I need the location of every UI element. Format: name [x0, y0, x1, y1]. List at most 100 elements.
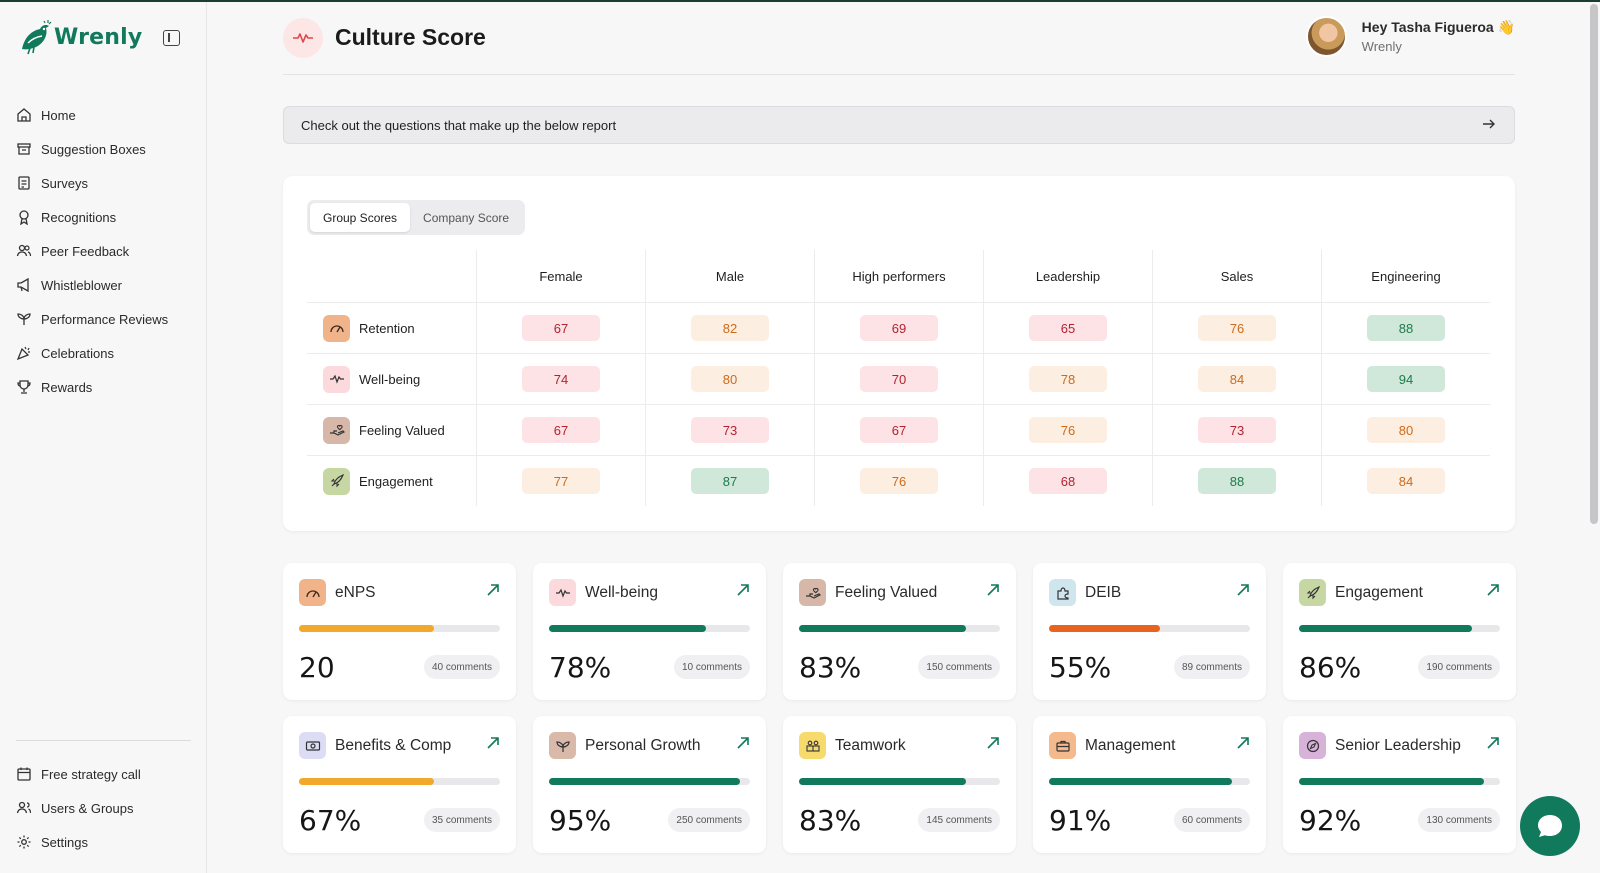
collapse-sidebar-icon[interactable] [163, 30, 180, 46]
sidebar-item-label: Recognitions [41, 209, 117, 225]
comments-badge[interactable]: 89 comments [1173, 655, 1250, 679]
score-pill: 76 [1198, 315, 1276, 341]
metric-tile-deib[interactable]: DEIB 55% 89 comments [1033, 563, 1266, 700]
sidebar-item-recognitions[interactable]: Recognitions [16, 200, 196, 234]
user-menu[interactable]: Hey Tasha Figueroa 👋 Wrenly [1305, 16, 1515, 57]
sidebar-item-peer-feedback[interactable]: Peer Feedback [16, 234, 196, 268]
avatar[interactable] [1305, 16, 1347, 57]
logo-text: Wrenly [54, 24, 143, 50]
sidebar-item-rewards[interactable]: Rewards [16, 370, 196, 404]
sidebar-item-label: Rewards [41, 379, 93, 395]
metric-tile-teamwork[interactable]: Teamwork 83% 145 comments [783, 716, 1016, 853]
score-pill: 68 [1029, 468, 1107, 494]
sprout-icon [549, 732, 576, 759]
metric-tile-enps[interactable]: eNPS 20 40 comments [283, 563, 516, 700]
table-row: Engagement 77 87 76 68 88 84 [307, 455, 1490, 506]
metric-label: Feeling Valued [359, 422, 445, 438]
clipboard-icon [18, 176, 30, 190]
metric-tile-engagement[interactable]: Engagement 86% 190 comments [1283, 563, 1516, 700]
sidebar-item-label: Whistleblower [41, 277, 122, 293]
sidebar-item-whistleblower[interactable]: Whistleblower [16, 268, 196, 302]
comments-badge[interactable]: 40 comments [423, 655, 500, 679]
questions-banner[interactable]: Check out the questions that make up the… [283, 106, 1515, 144]
sidebar-item-home[interactable]: Home [16, 98, 196, 132]
metric-tile-senior-leadership[interactable]: Senior Leadership 92% 130 comments [1283, 716, 1516, 853]
comments-badge[interactable]: 60 comments [1173, 808, 1250, 832]
score-tabs: Group Scores Company Score [307, 200, 526, 235]
metric-tile-benefits-comp[interactable]: Benefits & Comp 67% 35 comments [283, 716, 516, 853]
arrow-up-right-icon[interactable] [1486, 583, 1500, 597]
progress-bar-fill [1299, 625, 1472, 632]
metric-tile-personal-growth[interactable]: Personal Growth 95% 250 comments [533, 716, 766, 853]
column-header: High performers [814, 250, 983, 302]
comments-badge[interactable]: 145 comments [918, 808, 1000, 832]
sidebar-item-label: Performance Reviews [41, 311, 169, 327]
comments-badge[interactable]: 150 comments [918, 655, 1000, 679]
tile-value: 83% [799, 804, 862, 837]
arrow-up-right-icon[interactable] [486, 583, 500, 597]
progress-bar-fill [299, 625, 434, 632]
table-header-empty [307, 250, 476, 302]
arrow-up-right-icon[interactable] [986, 736, 1000, 750]
tab-company-score[interactable]: Company Score [423, 210, 510, 225]
arrow-up-right-icon[interactable] [1486, 736, 1500, 750]
arrow-up-right-icon[interactable] [736, 583, 750, 597]
sidebar-item-surveys[interactable]: Surveys [16, 166, 196, 200]
chat-button[interactable] [1520, 796, 1580, 856]
table-row: Feeling Valued 67 73 67 76 73 80 [307, 404, 1490, 455]
score-pill: 76 [860, 468, 938, 494]
metric-label: Engagement [359, 473, 433, 489]
gauge-icon [299, 579, 326, 606]
tile-title: Management [1085, 737, 1176, 754]
arrow-up-right-icon[interactable] [486, 736, 500, 750]
metric-tile-well-being[interactable]: Well-being 78% 10 comments [533, 563, 766, 700]
arrow-up-right-icon[interactable] [736, 736, 750, 750]
sidebar-item-performance-reviews[interactable]: Performance Reviews [16, 302, 196, 336]
tab-group-scores[interactable]: Group Scores [310, 203, 411, 232]
heartbeat-icon [283, 18, 323, 58]
score-pill: 77 [522, 468, 600, 494]
sidebar-item-suggestion-boxes[interactable]: Suggestion Boxes [16, 132, 196, 166]
progress-bar [1299, 625, 1500, 632]
metric-tile-feeling-valued[interactable]: Feeling Valued 83% 150 comments [783, 563, 1016, 700]
sidebar-item-celebrations[interactable]: Celebrations [16, 336, 196, 370]
gauge-icon [323, 314, 350, 342]
sidebar-item-users-groups[interactable]: Users & Groups [16, 791, 196, 825]
tile-value: 91% [1049, 804, 1112, 837]
sidebar-item-label: Surveys [41, 175, 88, 191]
table-row: Retention 67 82 69 65 76 88 [307, 302, 1490, 353]
arrow-up-right-icon[interactable] [986, 583, 1000, 597]
heartbeat-icon [549, 579, 576, 606]
comments-badge[interactable]: 35 comments [423, 808, 500, 832]
progress-bar [549, 778, 750, 785]
scrollbar[interactable] [1590, 4, 1598, 524]
table-row: Well-being 74 80 70 78 84 94 [307, 353, 1490, 404]
sidebar-divider [16, 740, 191, 741]
comments-badge[interactable]: 250 comments [668, 808, 750, 832]
tile-title: Feeling Valued [835, 584, 938, 601]
sidebar-item-settings[interactable]: Settings [16, 825, 196, 859]
comments-badge[interactable]: 190 comments [1418, 655, 1500, 679]
arrow-up-right-icon[interactable] [1236, 583, 1250, 597]
sidebar: Wrenly Home Suggestion Boxes Surveys Rec… [0, 2, 207, 873]
archive-icon [17, 143, 31, 155]
arrow-up-right-icon[interactable] [1236, 736, 1250, 750]
score-pill: 67 [522, 315, 600, 341]
logo[interactable]: Wrenly [18, 19, 142, 55]
team-icon [799, 732, 826, 759]
top-accent-line [0, 0, 1600, 2]
tile-value: 55% [1049, 651, 1112, 684]
sidebar-item-free-strategy-call[interactable]: Free strategy call [16, 757, 196, 791]
arrow-right-icon [1483, 119, 1495, 129]
comments-badge[interactable]: 10 comments [673, 655, 750, 679]
score-pill: 78 [1029, 366, 1107, 392]
score-pill: 76 [1029, 417, 1107, 443]
comments-badge[interactable]: 130 comments [1418, 808, 1500, 832]
tile-value: 67% [299, 804, 362, 837]
bird-logo-icon [22, 20, 52, 55]
score-pill: 69 [860, 315, 938, 341]
tile-title: Benefits & Comp [335, 737, 452, 754]
heartbeat-icon [323, 365, 350, 393]
metric-tile-management[interactable]: Management 91% 60 comments [1033, 716, 1266, 853]
rocket-icon [1299, 579, 1326, 606]
